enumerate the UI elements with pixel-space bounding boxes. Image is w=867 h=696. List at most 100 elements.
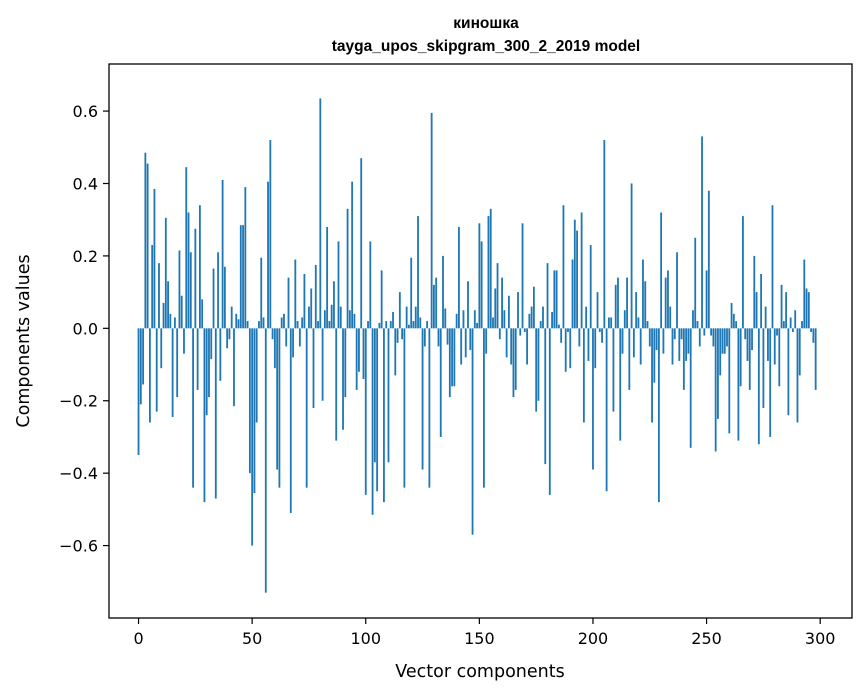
- bar: [587, 328, 590, 361]
- bar: [471, 328, 474, 535]
- bar: [553, 270, 556, 329]
- bar: [562, 205, 565, 329]
- y-tick-label: 0.2: [73, 247, 98, 266]
- bar: [585, 306, 588, 329]
- bar: [239, 225, 242, 329]
- bar: [330, 304, 333, 329]
- bar: [267, 181, 269, 329]
- bar: [367, 321, 369, 329]
- bar: [685, 328, 688, 361]
- bar: [769, 328, 772, 437]
- bar: [767, 328, 769, 361]
- bar: [253, 328, 256, 494]
- bar: [353, 313, 356, 329]
- bar: [292, 328, 294, 358]
- bar: [619, 328, 622, 441]
- bar: [173, 317, 176, 329]
- bar: [162, 302, 165, 329]
- bar: [578, 328, 581, 347]
- bar: [337, 241, 340, 329]
- bar: [794, 310, 797, 329]
- bar: [571, 259, 574, 329]
- bar: [485, 328, 488, 354]
- bar: [737, 328, 740, 441]
- bar: [698, 328, 701, 347]
- bar: [385, 321, 388, 329]
- bar: [383, 328, 385, 503]
- bar: [810, 328, 813, 332]
- bar: [730, 302, 733, 329]
- bar: [798, 328, 801, 376]
- bar: [655, 328, 658, 351]
- bar: [433, 284, 435, 329]
- bar: [667, 270, 669, 329]
- bar: [298, 328, 301, 347]
- bar: [210, 328, 213, 360]
- bar: [314, 264, 317, 329]
- bar: [223, 266, 226, 329]
- y-tick-label: −0.6: [59, 537, 98, 556]
- bar: [244, 187, 247, 329]
- bar: [305, 328, 308, 488]
- bar: [664, 277, 667, 329]
- bar: [789, 317, 792, 329]
- bar: [694, 237, 697, 329]
- bar: [285, 328, 288, 347]
- bar: [705, 270, 708, 329]
- bar: [376, 328, 379, 492]
- bar: [392, 312, 394, 329]
- bar: [164, 217, 167, 329]
- bar: [296, 321, 299, 329]
- bar: [507, 295, 510, 329]
- bar: [467, 281, 469, 329]
- bar: [435, 277, 438, 329]
- bar: [719, 328, 722, 376]
- bar: [410, 257, 413, 329]
- bar: [807, 292, 810, 329]
- bar: [680, 328, 683, 340]
- bar: [262, 317, 265, 329]
- bar: [378, 322, 381, 329]
- bar: [403, 328, 406, 488]
- bar: [187, 212, 190, 329]
- bar: [167, 281, 169, 329]
- bar: [448, 328, 451, 398]
- bar: [496, 263, 499, 329]
- bar: [169, 313, 172, 329]
- bar: [201, 299, 204, 329]
- bar: [146, 163, 149, 329]
- bar: [276, 328, 279, 470]
- bar: [762, 328, 765, 408]
- bar: [258, 321, 260, 329]
- bar: [219, 328, 222, 381]
- bar: [303, 274, 306, 329]
- bar: [439, 328, 442, 437]
- x-tick-label: 0: [133, 629, 143, 648]
- bar: [542, 306, 544, 329]
- bar: [242, 225, 244, 329]
- bar: [269, 140, 272, 329]
- bar: [707, 190, 710, 329]
- bar: [273, 328, 276, 369]
- bar: [710, 328, 713, 336]
- bar: [151, 245, 154, 329]
- bar: [557, 324, 560, 329]
- bar: [321, 328, 324, 401]
- x-tick-label: 100: [350, 629, 381, 648]
- bar: [455, 313, 458, 329]
- bar: [280, 317, 283, 329]
- bar: [260, 257, 263, 329]
- bar: [192, 328, 194, 488]
- bar: [760, 274, 763, 329]
- bar: [144, 152, 147, 329]
- x-tick-label: 300: [805, 629, 836, 648]
- bar: [530, 306, 533, 329]
- bar: [512, 328, 515, 398]
- bar: [348, 310, 351, 329]
- bar: [682, 328, 685, 390]
- bar: [255, 328, 258, 423]
- bar: [430, 112, 433, 329]
- bar: [185, 167, 188, 329]
- bar: [228, 328, 231, 340]
- bar: [801, 321, 803, 329]
